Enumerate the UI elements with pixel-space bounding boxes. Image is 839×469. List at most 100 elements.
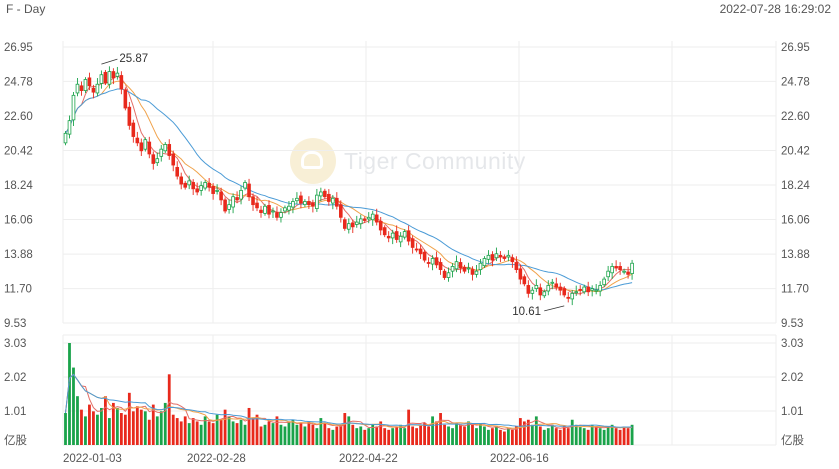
volume-bar bbox=[119, 413, 123, 445]
volume-bar bbox=[151, 404, 155, 445]
candle-body bbox=[398, 235, 403, 243]
candle-body bbox=[271, 210, 275, 213]
candle-body bbox=[406, 230, 411, 242]
price-tick-label-left: 22.60 bbox=[4, 111, 33, 123]
volume-tick-label-left: 2.02 bbox=[4, 372, 26, 384]
volume-bar bbox=[439, 413, 442, 445]
candle-body bbox=[430, 258, 435, 265]
candle-body bbox=[562, 288, 567, 296]
volume-bar bbox=[267, 421, 271, 445]
price-tick-label-left: 13.88 bbox=[4, 249, 33, 261]
chart-grid bbox=[62, 41, 777, 446]
volume-bar bbox=[231, 421, 235, 445]
volume-bar bbox=[375, 426, 379, 445]
volume-bar bbox=[510, 429, 514, 445]
volume-bar bbox=[495, 426, 498, 445]
volume-bar bbox=[187, 423, 191, 445]
candle-body bbox=[374, 214, 379, 223]
candle-body bbox=[207, 182, 211, 188]
volume-bar bbox=[147, 419, 151, 445]
candle-body bbox=[350, 222, 355, 228]
chart-timestamp: 2022-07-28 16:29:02 bbox=[719, 2, 831, 16]
candle-body bbox=[410, 238, 415, 248]
volume-bar bbox=[530, 424, 534, 445]
candle-body bbox=[295, 197, 299, 202]
candle-body bbox=[566, 296, 571, 299]
candle-body bbox=[462, 266, 467, 272]
volume-bar bbox=[275, 416, 279, 445]
candle-body bbox=[147, 141, 152, 155]
candle-body bbox=[163, 144, 168, 152]
volume-bar bbox=[263, 424, 267, 445]
price-tick-label-left: 18.24 bbox=[4, 180, 33, 192]
candle-body bbox=[215, 189, 219, 192]
volume-bar bbox=[287, 421, 291, 445]
candle-body bbox=[602, 278, 606, 286]
candle-body bbox=[378, 220, 383, 231]
candle-body bbox=[291, 201, 295, 208]
volume-bar bbox=[479, 423, 482, 445]
candle-body bbox=[426, 262, 431, 264]
candle-body bbox=[622, 270, 626, 273]
candle-body bbox=[279, 212, 283, 218]
candle-body bbox=[95, 83, 100, 94]
tiger-logo-icon bbox=[290, 138, 336, 184]
price-tick-label-left: 9.53 bbox=[4, 318, 26, 330]
candle-body bbox=[323, 190, 327, 198]
volume-bar bbox=[594, 426, 598, 445]
volume-bar bbox=[431, 416, 434, 445]
volume-bar bbox=[503, 431, 506, 445]
candle-body bbox=[530, 289, 535, 294]
candle-body bbox=[67, 120, 72, 135]
volume-tick-label-left: 1.01 bbox=[4, 406, 26, 418]
volume-bar bbox=[399, 424, 403, 445]
candle-body bbox=[434, 257, 439, 266]
price-axis-left: 26.95 24.78 22.60 20.42 18.24 16.06 13.88 11.70… bbox=[4, 42, 33, 330]
volume-bar bbox=[506, 428, 510, 445]
candle-body bbox=[75, 83, 80, 94]
volume-bar bbox=[427, 426, 430, 445]
volume-bar bbox=[127, 392, 131, 445]
candle-body bbox=[558, 286, 563, 291]
volume-bar bbox=[451, 428, 454, 445]
candle-body bbox=[179, 176, 184, 185]
candle-body bbox=[534, 285, 539, 290]
candle-body bbox=[506, 254, 511, 258]
volume-bar bbox=[215, 414, 219, 445]
volume-bar bbox=[291, 419, 295, 445]
candle-body bbox=[626, 271, 630, 275]
volume-bar bbox=[574, 424, 578, 445]
candle-body bbox=[402, 231, 407, 238]
volume-bar bbox=[610, 424, 614, 445]
volume-bar bbox=[514, 426, 518, 445]
candle-body bbox=[578, 289, 583, 291]
volume-ma-line bbox=[65, 373, 633, 428]
volume-bar bbox=[598, 428, 602, 445]
volume-bar bbox=[590, 424, 594, 445]
volume-bar bbox=[463, 426, 466, 445]
volume-bar bbox=[323, 423, 327, 445]
volume-bar bbox=[331, 429, 335, 445]
volume-tick-label-right: 3.03 bbox=[781, 338, 803, 350]
volume-bars bbox=[64, 343, 634, 445]
volume-bar bbox=[123, 414, 127, 445]
candle-body bbox=[247, 183, 251, 198]
volume-bar bbox=[84, 416, 87, 445]
volume-bar bbox=[618, 429, 622, 445]
volume-bar bbox=[92, 411, 95, 445]
candle-body bbox=[438, 262, 443, 271]
volume-bar bbox=[171, 414, 175, 445]
candle-body bbox=[418, 248, 423, 255]
volume-bar bbox=[72, 367, 75, 445]
volume-tick-label-left: 3.03 bbox=[4, 338, 26, 350]
candle-body bbox=[354, 221, 359, 225]
candle-body bbox=[139, 142, 144, 152]
volume-unit-label-right: 亿股 bbox=[781, 434, 804, 447]
candle-body bbox=[550, 281, 555, 284]
volume-bar bbox=[419, 424, 423, 445]
low-price-label: 10.61 bbox=[512, 306, 541, 318]
candle-body bbox=[518, 268, 523, 280]
candle-body bbox=[342, 219, 347, 229]
price-candles[interactable] bbox=[63, 66, 634, 306]
